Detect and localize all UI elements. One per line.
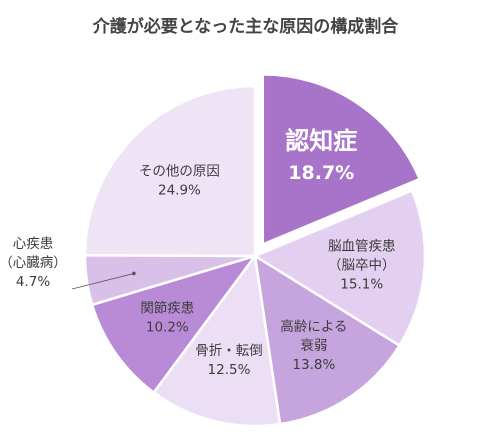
- slice-label-group-4: 関節疾患 10.2%: [140, 301, 194, 336]
- slice-label-3-line-0: 骨折・転倒: [195, 343, 263, 359]
- slice-label-group-6: その他の原因 24.9%: [139, 163, 220, 198]
- slice-label-group-5: 心疾患 （心臓病） 4.7%: [0, 236, 67, 290]
- slice-value-5: 4.7%: [16, 274, 50, 290]
- slice-label-5-line-1: （心臓病）: [0, 255, 67, 271]
- chart-title: 介護が必要となった主な原因の構成割合: [92, 17, 399, 37]
- pie-slice-6: [83, 84, 257, 258]
- slice-label-0-line-0: 認知症: [285, 127, 357, 155]
- slice-label-2-line-0: 高齢による: [280, 318, 347, 335]
- slice-value-3: 12.5%: [208, 362, 251, 378]
- leader-line-5: [71, 273, 134, 290]
- slice-label-1-line-0: 脳血管疾患: [328, 238, 396, 254]
- slice-label-6-line-0: その他の原因: [139, 163, 220, 179]
- slice-value-4: 10.2%: [146, 320, 189, 336]
- slice-label-group-1: 脳血管疾患 （脳卒中） 15.1%: [328, 238, 396, 292]
- slice-label-4-line-0: 関節疾患: [140, 301, 194, 317]
- pie-slice-4: [90, 253, 259, 395]
- pie-slice-2: [253, 253, 402, 426]
- slice-label-group-3: 骨折・転倒 12.5%: [195, 343, 263, 378]
- slice-value-2: 13.8%: [292, 357, 335, 373]
- leader-dot-5: [132, 271, 136, 276]
- slice-label-2-line-1: 衰弱: [300, 337, 327, 354]
- slice-label-5-line-0: 心疾患: [13, 236, 54, 252]
- slice-value-6: 24.9%: [158, 182, 201, 198]
- pie-slice-0: [261, 73, 422, 247]
- pie-slice-3: [151, 252, 282, 428]
- slice-value-0: 18.7%: [288, 162, 354, 184]
- slice-value-1: 15.1%: [340, 276, 383, 292]
- pie-slice-1: [252, 189, 427, 348]
- slice-label-group-0: 認知症 18.7%: [285, 127, 357, 184]
- slice-label-1-line-1: （脳卒中）: [328, 257, 396, 273]
